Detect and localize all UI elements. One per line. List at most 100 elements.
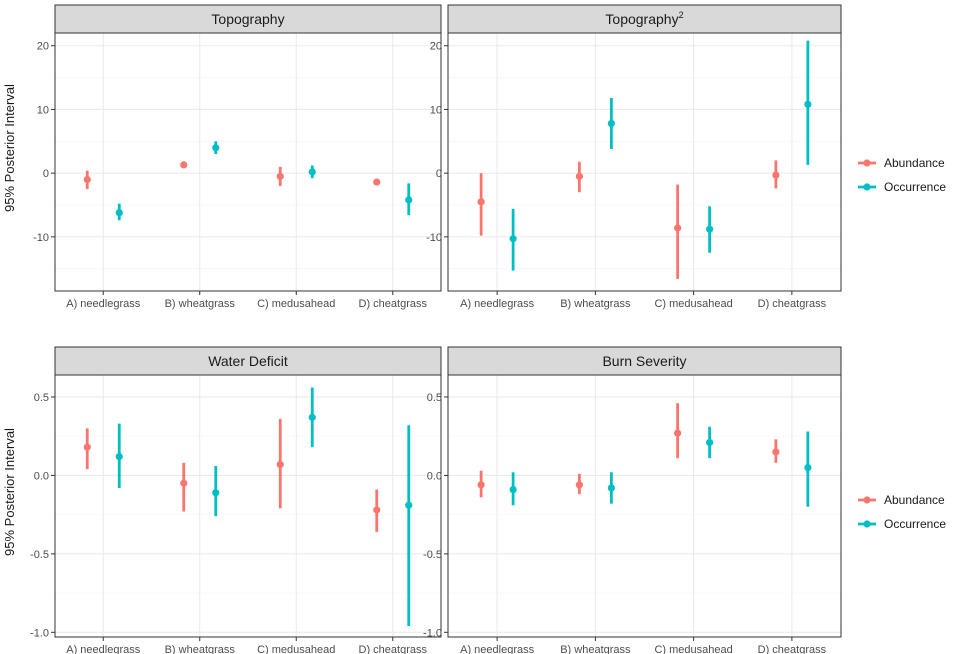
estimate-point	[772, 448, 780, 456]
y-tick-label: 10	[37, 104, 49, 116]
x-tick-label: C) medusahead	[257, 644, 335, 654]
y-tick-label: -10	[33, 232, 49, 244]
y-tick-label: -0.5	[30, 549, 49, 561]
estimate-point	[276, 172, 284, 180]
x-tick-label: D) cheatgrass	[758, 298, 827, 310]
x-tick-label: C) medusahead	[654, 644, 732, 654]
estimate-point	[674, 224, 682, 232]
legend-label: Occurrence	[884, 180, 946, 194]
series-abundance	[83, 161, 381, 190]
legend-key-point	[863, 520, 871, 528]
x-tick-label: D) cheatgrass	[758, 644, 827, 654]
estimate-point	[477, 481, 485, 489]
legend-1: Abundance Occurrence	[858, 156, 946, 194]
x-tick-label: C) medusahead	[654, 298, 732, 310]
panel-border	[54, 374, 442, 638]
series-abundance	[477, 403, 780, 498]
x-tick-label: B) wheatgrass	[165, 298, 236, 310]
estimate-point	[115, 452, 123, 461]
estimate-point	[674, 429, 682, 437]
estimate-point	[607, 484, 615, 492]
series-abundance	[477, 160, 780, 279]
series-occurrence	[509, 426, 812, 507]
panel-border	[447, 374, 842, 638]
estimate-point	[509, 235, 517, 243]
estimate-point	[308, 168, 316, 176]
y-tick-label: -1.0	[30, 627, 49, 639]
panel-1: Topography -10 0 10 20 A) needlegrass B) wheat…	[2, 4, 442, 310]
estimate-point	[115, 209, 123, 217]
y-tick-label: -1.0	[423, 627, 442, 639]
panel-4: Burn Severity -1.0 -0.5 0.0 0.5 A) needlegras…	[423, 346, 842, 654]
legend-key-point	[863, 159, 871, 167]
estimate-point	[373, 178, 381, 186]
y-axis-title: 95% Posterior Interval	[2, 84, 17, 212]
x-tick-label: D) cheatgrass	[359, 298, 428, 310]
estimate-point	[772, 171, 780, 179]
estimate-point	[509, 485, 517, 494]
panel-title: Burn Severity	[602, 353, 686, 369]
panel-title-text: Water Deficit	[208, 353, 288, 369]
legend-key-point	[863, 496, 871, 504]
y-tick-label: 10	[430, 104, 442, 116]
x-tick-label: B) wheatgrass	[165, 644, 236, 654]
estimate-point	[607, 119, 615, 128]
y-tick-label: 0.0	[427, 470, 442, 482]
panel-title-text: Burn Severity	[602, 353, 686, 369]
estimate-point	[706, 225, 714, 233]
series-abundance	[83, 418, 381, 532]
legend-label: Abundance	[884, 156, 945, 170]
panel-title: Water Deficit	[208, 353, 288, 369]
estimate-point	[83, 175, 91, 184]
panel-strip	[54, 346, 442, 376]
estimate-point	[804, 463, 812, 472]
x-tick-label: A) needlegrass	[460, 644, 534, 654]
legends: Abundance Occurrence Abundance Occurrence	[858, 156, 946, 531]
estimate-point	[804, 100, 812, 108]
series-occurrence	[509, 40, 812, 271]
legend-label: Occurrence	[884, 517, 946, 531]
y-tick-label: 0	[436, 168, 442, 180]
y-tick-label: 0	[43, 168, 49, 180]
panel-border	[447, 32, 842, 292]
panel-title: Topography	[211, 11, 284, 27]
series-occurrence	[115, 141, 413, 221]
y-tick-label: 20	[37, 41, 49, 53]
panel-strip	[447, 346, 842, 376]
panel-title: Topography2	[605, 10, 683, 27]
estimate-point	[180, 479, 188, 487]
estimate-point	[477, 198, 485, 206]
panel-2: Topography2 -10 0 10 20 A) needlegrass B) whea…	[426, 4, 842, 310]
y-tick-label: 0.5	[34, 392, 49, 404]
x-tick-label: B) wheatgrass	[560, 644, 631, 654]
y-tick-label: 20	[430, 41, 442, 53]
estimate-point	[373, 506, 381, 514]
estimate-point	[405, 501, 413, 509]
x-tick-label: A) needlegrass	[66, 644, 140, 654]
estimate-point	[180, 161, 188, 169]
estimate-point	[212, 144, 220, 152]
estimate-point	[212, 489, 220, 497]
estimate-point	[83, 443, 91, 451]
legend-key-point	[863, 183, 871, 191]
legend-label: Abundance	[884, 493, 945, 507]
x-tick-label: B) wheatgrass	[560, 298, 631, 310]
y-axis-title: 95% Posterior Interval	[2, 428, 17, 556]
y-tick-label: -10	[426, 232, 442, 244]
panel-title-text: Topography	[211, 11, 284, 27]
y-tick-label: 0.0	[34, 470, 49, 482]
estimate-point	[575, 481, 583, 489]
estimate-point	[706, 438, 714, 447]
estimate-point	[276, 460, 284, 469]
legend-2: Abundance Occurrence	[858, 493, 946, 531]
panel-title-superscript: 2	[679, 10, 684, 20]
series-occurrence	[115, 387, 413, 627]
y-tick-label: -0.5	[423, 549, 442, 561]
estimate-point	[308, 413, 316, 421]
x-tick-label: D) cheatgrass	[359, 644, 428, 654]
y-tick-label: 0.5	[427, 392, 442, 404]
panel-strip	[54, 4, 442, 34]
panel-title-text: Topography	[605, 11, 678, 27]
